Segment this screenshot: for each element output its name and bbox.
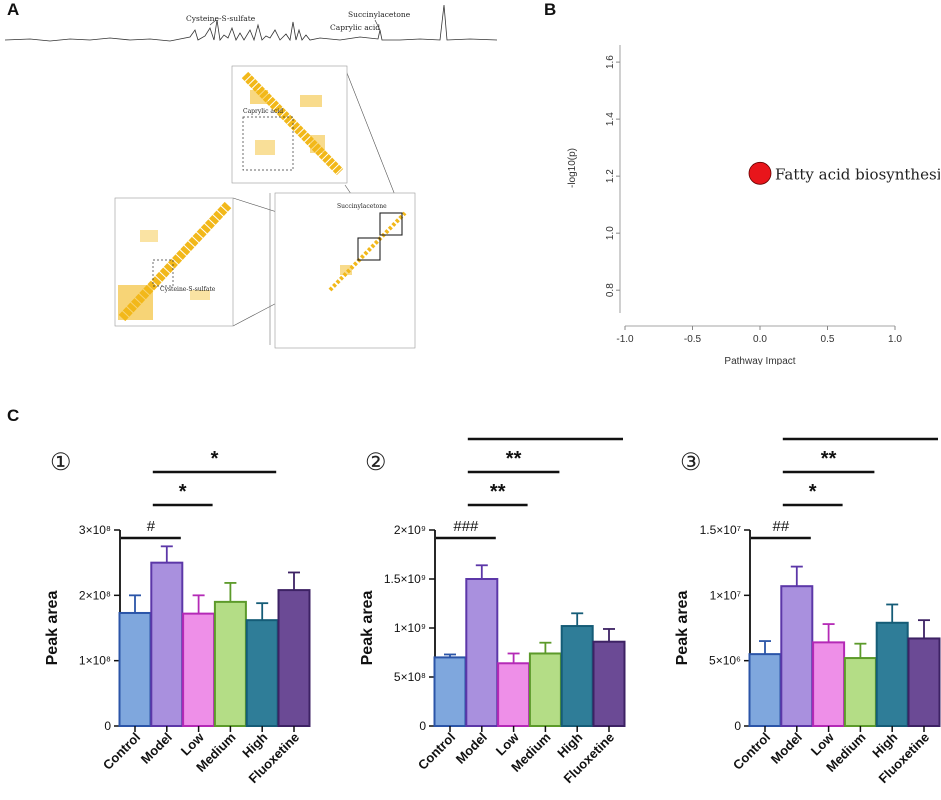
significance-label: * bbox=[179, 481, 187, 503]
bar bbox=[433, 656, 467, 727]
bar bbox=[907, 637, 941, 728]
b-x-tick-label: 0.0 bbox=[753, 334, 767, 345]
heatmap-left-label: Cysteine-S-sulfate bbox=[160, 286, 216, 293]
chromatogram-label-succinylacetone: Succinylacetone bbox=[348, 10, 411, 19]
bar bbox=[497, 662, 531, 727]
significance-label: ### bbox=[453, 518, 479, 535]
chart-marker: ③ bbox=[680, 448, 702, 476]
significance-label: * bbox=[542, 430, 550, 437]
bar bbox=[213, 600, 247, 727]
pathway-impact-chart: -log10(p) Pathway Impact 0.8 1.0 1.2 1.4 1.6… bbox=[567, 45, 940, 365]
y-axis-label: Peak area bbox=[674, 591, 691, 666]
bar bbox=[875, 621, 909, 727]
b-x-tick-label: -0.5 bbox=[684, 334, 702, 345]
panel-label-a: A bbox=[7, 0, 20, 19]
x-tick-label: Model bbox=[768, 730, 805, 767]
y-axis-label: Peak area bbox=[359, 591, 376, 666]
bar bbox=[277, 589, 311, 727]
significance-label: * bbox=[809, 481, 817, 503]
heatmap-main: Succinylacetone bbox=[269, 192, 416, 349]
bar bbox=[245, 619, 279, 727]
b-point-label: Fatty acid biosynthesis bbox=[775, 165, 940, 183]
bar bbox=[560, 625, 594, 727]
chromatogram-label-cysteine: Cysteine-S-sulfate bbox=[186, 14, 256, 23]
y-tick-label: 0 bbox=[734, 719, 741, 733]
bar bbox=[748, 653, 782, 727]
significance-label: # bbox=[147, 518, 156, 535]
bar bbox=[118, 611, 152, 727]
significance-label: ## bbox=[773, 518, 790, 535]
chart-marker: ② bbox=[365, 448, 387, 476]
y-tick-label: 1.5×10⁹ bbox=[384, 572, 426, 586]
significance-label: * bbox=[857, 430, 865, 437]
bar-chart-3: ③ Peak area 0 5×10⁶ 1×10⁷ 1.5×10⁷ ControlModel… bbox=[674, 430, 941, 786]
y-tick-label: 0 bbox=[419, 719, 426, 733]
bar bbox=[528, 652, 562, 727]
bar bbox=[843, 657, 877, 727]
b-y-tick-label: 1.4 bbox=[605, 112, 616, 126]
b-x-tick-label: 0.5 bbox=[821, 334, 835, 345]
b-x-tick-label: 1.0 bbox=[888, 334, 902, 345]
panel-label-c: C bbox=[7, 406, 20, 425]
x-tick-label: Control bbox=[415, 730, 458, 773]
b-y-tick-label: 0.8 bbox=[605, 283, 616, 297]
y-tick-label: 0 bbox=[104, 719, 111, 733]
b-y-tick-label: 1.6 bbox=[605, 55, 616, 69]
b-y-tick-label: 1.2 bbox=[605, 169, 616, 183]
y-tick-label: 1×10⁸ bbox=[79, 654, 111, 668]
chromatogram: Cysteine-S-sulfate Succinylacetone Capry… bbox=[4, 4, 498, 42]
y-tick-label: 5×10⁸ bbox=[394, 670, 426, 684]
significance-label: ** bbox=[506, 448, 522, 470]
bar bbox=[592, 640, 626, 727]
bar bbox=[150, 561, 184, 727]
y-axis-label: Peak area bbox=[44, 591, 61, 666]
bar bbox=[812, 641, 846, 727]
y-tick-label: 3×10⁸ bbox=[79, 523, 111, 537]
significance-label: ** bbox=[821, 448, 837, 470]
panel-a-figure: Cysteine-S-sulfate Succinylacetone Capry… bbox=[4, 4, 498, 349]
bar-chart-2: ② Peak area 0 5×10⁸ 1×10⁹ 1.5×10⁹ 2×10⁹ Control… bbox=[359, 430, 626, 786]
heatmap-top: Caprylic acid bbox=[231, 65, 348, 184]
b-data-point bbox=[748, 161, 772, 185]
significance-label: ** bbox=[490, 481, 506, 503]
bar bbox=[182, 612, 216, 727]
y-tick-label: 2×10⁹ bbox=[394, 523, 426, 537]
chart-marker: ① bbox=[50, 448, 72, 476]
x-tick-label: Control bbox=[730, 730, 773, 773]
x-tick-label: Control bbox=[100, 730, 143, 773]
significance-label: * bbox=[211, 448, 219, 470]
b-y-tick-label: 1.0 bbox=[605, 226, 616, 240]
bar bbox=[780, 585, 814, 727]
heatmap-main-label: Succinylacetone bbox=[337, 203, 387, 210]
b-x-tick-label: -1.0 bbox=[616, 334, 634, 345]
y-tick-label: 1.5×10⁷ bbox=[700, 523, 741, 537]
heatmap-top-label: Caprylic acid bbox=[243, 108, 283, 115]
heatmap-left: Cysteine-S-sulfate bbox=[114, 197, 234, 327]
y-tick-label: 2×10⁸ bbox=[79, 588, 111, 602]
x-tick-label: Model bbox=[453, 730, 490, 767]
chromatogram-label-caprylic: Caprylic acid bbox=[330, 23, 380, 32]
y-tick-label: 1×10⁹ bbox=[394, 621, 426, 635]
x-tick-label: Model bbox=[138, 730, 175, 767]
panel-label-b: B bbox=[544, 0, 557, 19]
b-x-axis-label: Pathway Impact bbox=[724, 356, 795, 365]
b-y-axis-label: -log10(p) bbox=[567, 148, 578, 188]
bar bbox=[465, 578, 499, 727]
y-tick-label: 5×10⁶ bbox=[709, 654, 741, 668]
y-tick-label: 1×10⁷ bbox=[710, 588, 741, 602]
